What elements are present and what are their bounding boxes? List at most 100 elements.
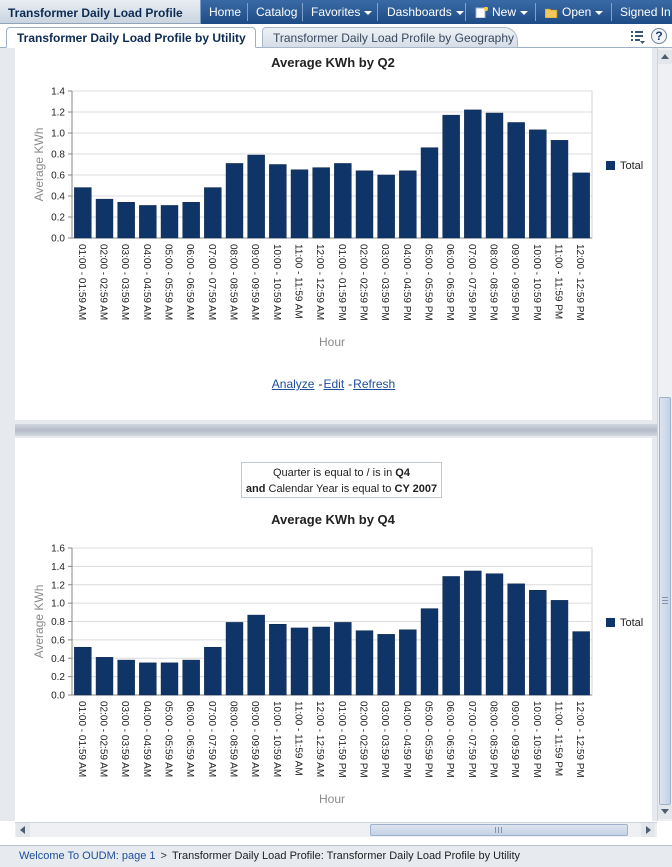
filter-summary: Quarter is equal to / is in Q4 and Calen… xyxy=(241,462,442,498)
x-tick-label: 07:00 - 07:59 PM xyxy=(466,701,477,778)
x-tick-label: 05:00 - 05:59 AM xyxy=(163,244,174,320)
filter-year-text: Calendar Year is equal to xyxy=(268,483,392,495)
bar xyxy=(550,140,569,239)
help-icon[interactable]: ? xyxy=(651,28,667,44)
x-tick-label: 12:00 - 12:59 AM xyxy=(314,244,325,320)
x-tick-label: 03:00 - 03:59 AM xyxy=(119,244,130,320)
breadcrumb-home-link[interactable]: Welcome To OUDM: page 1 xyxy=(19,850,156,862)
bar xyxy=(247,154,265,239)
y-tick-label: 0.8 xyxy=(51,150,65,161)
bar xyxy=(117,659,135,696)
x-tick-label: 08:00 - 08:59 PM xyxy=(488,244,499,321)
chart-title: Average KWh by Q2 xyxy=(271,55,395,70)
analyze-link[interactable]: Analyze xyxy=(271,377,315,391)
x-tick-label: 10:00 - 10:59 AM xyxy=(271,701,282,777)
nav-open-menu[interactable]: Open xyxy=(545,0,604,24)
nav-separator xyxy=(377,3,378,21)
nav-home-link[interactable]: Home xyxy=(209,5,242,19)
filter-line-quarter: Quarter is equal to / is in Q4 xyxy=(242,465,441,481)
global-nav-bar: Home Catalog Favorites Dashboards New Op… xyxy=(200,0,672,24)
y-tick-label: 1.2 xyxy=(51,108,65,119)
vertical-scrollbar[interactable] xyxy=(657,48,672,821)
bar xyxy=(464,570,482,696)
edit-link[interactable]: Edit xyxy=(323,377,345,391)
new-document-icon xyxy=(475,7,488,19)
y-tick-label: 0.0 xyxy=(51,234,65,245)
bar xyxy=(225,163,244,239)
chevron-down-icon xyxy=(364,10,373,15)
nav-new-menu[interactable]: New xyxy=(475,0,529,24)
nav-open-label: Open xyxy=(562,5,592,19)
x-tick-label: 02:00 - 02:59 AM xyxy=(98,244,109,320)
chart-q2: Average KWh by Q2 0.0 0.2 0.4 0.6 0.8 1.0 1.2 1.… xyxy=(32,55,643,349)
bar xyxy=(464,109,482,239)
x-tick-label: 08:00 - 08:59 AM xyxy=(228,244,239,320)
bar xyxy=(182,659,200,696)
x-tick-label: 09:00 - 09:59 PM xyxy=(509,244,520,321)
filter-quarter-text: Quarter is equal to / is in xyxy=(273,467,393,479)
x-axis-title: Hour xyxy=(319,792,345,806)
filter-quarter-value: Q4 xyxy=(395,467,410,479)
bar xyxy=(355,170,374,239)
bar xyxy=(160,205,179,239)
y-tick-label: 0.2 xyxy=(51,213,65,224)
bar xyxy=(442,576,460,696)
app-title: Transformer Daily Load Profile xyxy=(8,6,183,20)
x-tick-label: 09:00 - 09:59 AM xyxy=(249,244,260,320)
x-tick-label: 01:00 - 01:59 PM xyxy=(336,701,347,778)
x-tick-label: 01:00 - 01:59 AM xyxy=(76,701,87,777)
nav-catalog-link[interactable]: Catalog xyxy=(256,5,298,19)
x-tick-label: 06:00 - 06:59 PM xyxy=(444,701,455,778)
x-tick-label: 06:00 - 06:59 AM xyxy=(184,244,195,320)
top-header: Transformer Daily Load Profile Home Cata… xyxy=(0,0,672,24)
scroll-left-button[interactable] xyxy=(16,823,30,837)
bar xyxy=(95,657,114,696)
bar xyxy=(160,662,179,696)
x-tick-label: 07:00 - 07:59 PM xyxy=(466,244,477,321)
x-tick-label: 10:00 - 10:59 PM xyxy=(531,244,542,321)
dashboard-tab-strip: Transformer Daily Load Profile by Utilit… xyxy=(0,24,672,48)
vertical-scroll-thumb[interactable] xyxy=(659,397,671,805)
horizontal-scrollbar[interactable] xyxy=(15,822,657,837)
filter-year-value: CY 2007 xyxy=(394,483,438,495)
tab-by-geography[interactable]: Transformer Daily Load Profile by Geogra… xyxy=(262,27,518,48)
bar xyxy=(355,630,374,696)
nav-favorites-label: Favorites xyxy=(311,5,361,19)
nav-favorites-menu[interactable]: Favorites xyxy=(311,0,373,24)
nav-dashboards-menu[interactable]: Dashboards xyxy=(387,0,464,24)
x-axis-title: Hour xyxy=(319,335,345,349)
x-tick-label: 05:00 - 05:59 PM xyxy=(423,244,434,321)
plot-area xyxy=(71,90,593,239)
chart-panel-q4: Quarter is equal to / is in Q4 and Calen… xyxy=(15,438,652,821)
bar xyxy=(334,622,352,696)
y-tick-label: 1.4 xyxy=(51,562,65,573)
y-tick-label: 1.6 xyxy=(51,544,65,555)
bar xyxy=(74,646,92,696)
bar xyxy=(572,172,590,239)
x-tick-label: 03:00 - 03:59 AM xyxy=(119,701,130,777)
scroll-down-button[interactable] xyxy=(658,805,672,819)
horizontal-scroll-thumb[interactable] xyxy=(370,824,628,836)
x-tick-label: 05:00 - 05:59 AM xyxy=(163,701,174,777)
bar xyxy=(420,608,439,696)
bar xyxy=(182,202,200,239)
tab-by-utility[interactable]: Transformer Daily Load Profile by Utilit… xyxy=(6,27,256,48)
scroll-up-button[interactable] xyxy=(658,50,672,64)
refresh-link[interactable]: Refresh xyxy=(353,377,396,391)
chevron-down-icon xyxy=(520,10,529,15)
nav-dashboards-label: Dashboards xyxy=(387,5,452,19)
signed-in-menu[interactable]: Signed In A xyxy=(620,5,672,19)
scroll-right-button[interactable] xyxy=(641,823,655,837)
bar xyxy=(139,662,157,696)
bar xyxy=(377,634,395,696)
page-options-icon[interactable] xyxy=(630,29,646,45)
bar xyxy=(290,169,309,239)
x-tick-label: 03:00 - 03:59 PM xyxy=(379,244,390,321)
bar xyxy=(225,622,244,696)
bar xyxy=(269,164,287,239)
nav-new-label: New xyxy=(492,5,517,19)
filter-line-year: and Calendar Year is equal to CY 2007 xyxy=(242,481,441,497)
y-tick-label: 0.4 xyxy=(51,192,65,203)
bar xyxy=(507,122,525,239)
y-tick-label: 0.6 xyxy=(51,635,65,646)
